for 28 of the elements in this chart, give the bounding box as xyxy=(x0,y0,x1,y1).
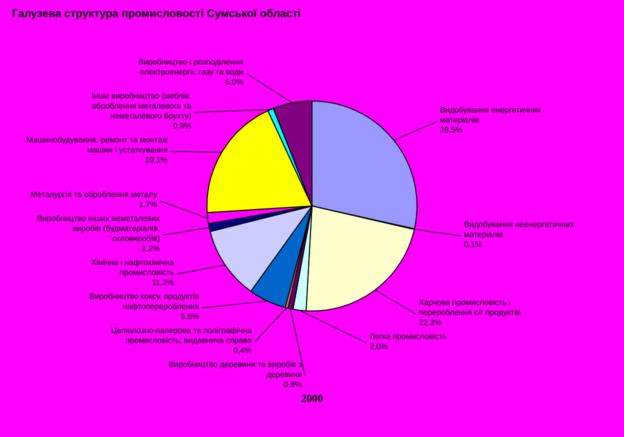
data-label: 6,0% xyxy=(225,77,244,86)
slice-label: Виробництво інших неметалевих виробів (будматеріалів, скловиробів) xyxy=(36,214,160,243)
slice-label: Видобування енергетичних матеріалів xyxy=(440,106,542,125)
slice-label: Виробництво коксу, продуктів нафтоперероблення xyxy=(89,292,199,311)
slice-label: Харчова промисловість і перероблення с/г продуктів xyxy=(418,298,520,317)
text: 2000 xyxy=(301,393,324,405)
slice-label: Машинобудування, ремонт та монтаж машин і устаткування xyxy=(26,135,168,154)
slice-label: Видобування неенергетичних матеріалів xyxy=(464,220,574,239)
slice-label: Металургія та оброблення металу xyxy=(30,190,158,199)
slice-label: Целюлозно-паперова та поліграфічна промисловість; видавнича справа xyxy=(110,326,252,345)
data-label: 2,0% xyxy=(370,342,388,351)
slice-label: Інше виробництво (меблів, оброблення металевого та неметалевого брухту) xyxy=(92,91,192,120)
data-label: 22,3% xyxy=(418,318,442,327)
data-label: 28,5% xyxy=(440,126,463,135)
slice-label: Виробництво і розподілення електроенергії, газу та води xyxy=(138,57,244,76)
slice-label: Легка промисловість xyxy=(370,332,447,341)
data-label: 1,2% xyxy=(142,244,160,253)
data-label: 0,9% xyxy=(173,121,192,130)
data-label: 19,1% xyxy=(144,155,168,164)
data-label: 0,1% xyxy=(464,240,482,249)
data-label: 11,2% xyxy=(152,278,174,287)
data-label: 0,8% xyxy=(284,380,302,389)
slice-label: Виробництво деревини та виробів з деревини xyxy=(168,360,302,379)
chart-title: Галузева структура промисловості Сумської області xyxy=(12,8,301,20)
data-label: 0,4% xyxy=(233,346,252,355)
data-label: 1,7% xyxy=(138,200,158,209)
data-label: 5,8% xyxy=(180,312,199,321)
slice-label: Хімічна і нафтохімічна промисловість xyxy=(90,258,174,277)
